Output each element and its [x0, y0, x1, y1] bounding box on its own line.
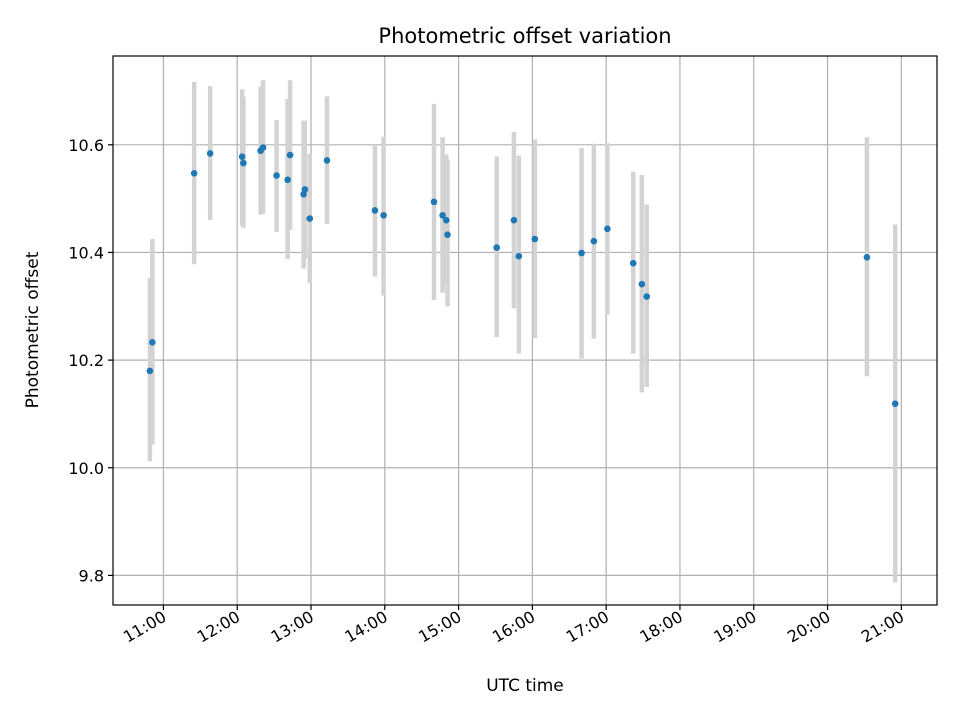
- data-point: [206, 150, 214, 157]
- data-point: [259, 144, 267, 151]
- data-point: [146, 367, 154, 375]
- x-tick-label: 11:00: [120, 607, 169, 647]
- x-axis-label: UTC time: [486, 676, 564, 696]
- data-point: [629, 259, 637, 267]
- y-axis-ticks: 9.8 10.0 10.2 10.4 10.6: [68, 136, 113, 585]
- data-point: [578, 249, 585, 257]
- x-tick-label: 18:00: [637, 607, 686, 647]
- x-tick-label: 16:00: [489, 607, 538, 647]
- data-point: [284, 176, 291, 184]
- data-point: [286, 151, 294, 159]
- data-point: [531, 235, 539, 243]
- data-point: [190, 170, 198, 177]
- data-point: [240, 159, 247, 167]
- data-point: [380, 212, 387, 219]
- x-tick-label: 13:00: [268, 607, 317, 647]
- data-points: [146, 144, 899, 408]
- x-tick-label: 20:00: [784, 607, 833, 647]
- x-tick-label: 19:00: [710, 607, 759, 647]
- data-point: [604, 225, 611, 233]
- x-tick-label: 15:00: [415, 607, 464, 647]
- y-gridlines: [113, 144, 937, 576]
- data-point: [323, 157, 331, 164]
- y-axis-label: Photometric offset: [23, 251, 43, 408]
- data-point: [371, 207, 379, 214]
- data-point: [442, 216, 450, 224]
- data-point: [273, 172, 280, 179]
- data-point: [306, 215, 314, 222]
- error-bars: [147, 80, 898, 583]
- data-point: [510, 216, 518, 224]
- x-tick-label: 14:00: [341, 607, 390, 647]
- x-gridlines: [162, 56, 902, 605]
- y-tick-label: 10.2: [68, 351, 104, 370]
- data-point: [149, 339, 156, 346]
- data-point: [301, 186, 309, 193]
- data-point: [430, 198, 438, 206]
- x-tick-label: 21:00: [858, 607, 907, 647]
- x-tick-label: 17:00: [563, 607, 612, 647]
- data-point: [891, 400, 899, 408]
- y-tick-label: 10.4: [68, 243, 104, 262]
- data-point: [515, 252, 523, 260]
- y-tick-label: 10.0: [68, 459, 104, 478]
- data-point: [643, 293, 651, 300]
- data-point: [590, 237, 598, 245]
- data-point: [863, 253, 871, 261]
- data-point: [493, 244, 501, 251]
- chart-title: Photometric offset variation: [378, 24, 671, 48]
- data-point: [638, 280, 646, 288]
- y-tick-label: 10.6: [68, 136, 104, 155]
- x-axis-ticks: 11:00 12:00 13:00 14:00 15:00 16:00 17:00 18:00…: [120, 605, 907, 647]
- plot-frame: [112, 55, 938, 606]
- data-point: [444, 231, 451, 238]
- y-tick-label: 9.8: [79, 566, 104, 585]
- data-point: [439, 212, 446, 219]
- x-tick-label: 12:00: [194, 607, 243, 647]
- data-point: [238, 153, 246, 160]
